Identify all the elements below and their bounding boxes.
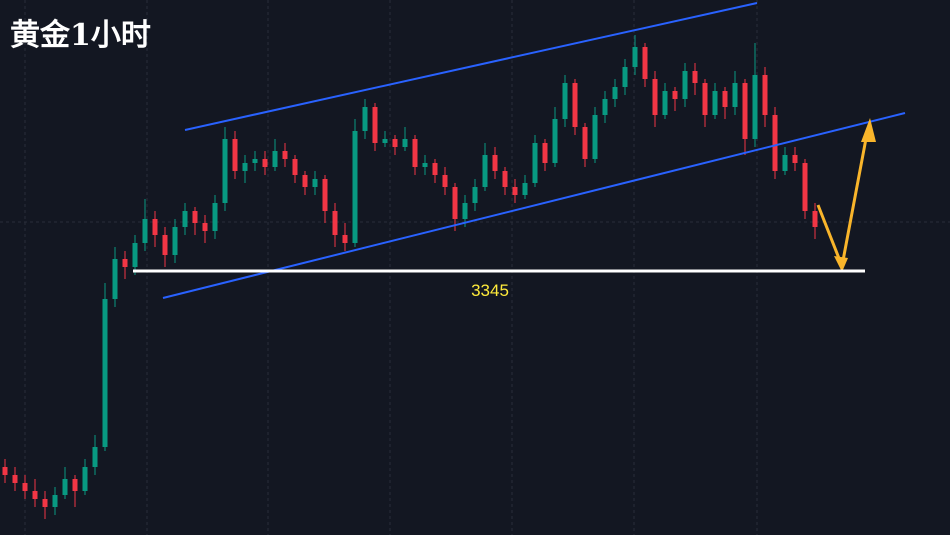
- candle-body: [332, 211, 338, 235]
- candle-body: [702, 83, 708, 115]
- candle-body: [202, 223, 208, 231]
- candle-body: [72, 479, 78, 491]
- candle-body: [152, 219, 158, 235]
- candle-body: [682, 71, 688, 99]
- candle-body: [532, 143, 538, 183]
- candle-body: [382, 139, 388, 143]
- candle-body: [432, 163, 438, 175]
- candle-body: [632, 47, 638, 67]
- candle-body: [562, 83, 568, 119]
- candle-body: [322, 179, 328, 211]
- candle-body: [582, 127, 588, 159]
- candle-body: [192, 211, 198, 223]
- candle-body: [422, 163, 428, 167]
- candle-body: [602, 99, 608, 115]
- candle-body: [82, 467, 88, 491]
- candles: [2, 35, 818, 519]
- candle-body: [692, 71, 698, 83]
- candle-body: [652, 79, 658, 115]
- candle-body: [372, 107, 378, 143]
- candle-body: [742, 83, 748, 139]
- candle-body: [162, 235, 168, 255]
- candle-body: [112, 259, 118, 299]
- candle-body: [402, 139, 408, 147]
- candle-body: [782, 155, 788, 171]
- candle-body: [802, 163, 808, 211]
- candle-body: [302, 175, 308, 187]
- candle-body: [122, 259, 128, 267]
- candle-body: [62, 479, 68, 495]
- candle-body: [32, 491, 38, 499]
- candle-body: [222, 139, 228, 203]
- candle-body: [262, 159, 268, 167]
- candle-body: [392, 139, 398, 147]
- candle-body: [292, 159, 298, 175]
- candle-body: [522, 183, 528, 195]
- candle-body: [762, 75, 768, 115]
- candle-body: [752, 75, 758, 139]
- candle-body: [442, 175, 448, 187]
- candle-body: [242, 163, 248, 171]
- candle-body: [722, 91, 728, 107]
- channel-upper: [184, 2, 758, 131]
- candle-body: [172, 227, 178, 255]
- candle-body: [312, 179, 318, 187]
- annotations: [162, 2, 906, 299]
- candle-body: [502, 171, 508, 187]
- chart-title: 黄金1小时: [10, 18, 151, 53]
- candle-body: [232, 139, 238, 171]
- candle-body: [712, 91, 718, 115]
- candle-body: [272, 151, 278, 167]
- candle-body: [342, 235, 348, 243]
- channel-lower: [162, 112, 906, 299]
- candle-body: [212, 203, 218, 231]
- candle-body: [552, 119, 558, 163]
- candle-body: [412, 139, 418, 167]
- candle-body: [772, 115, 778, 171]
- candle-body: [542, 143, 548, 163]
- candle-body: [42, 499, 48, 507]
- candle-body: [512, 187, 518, 195]
- candle-body: [102, 299, 108, 447]
- candle-body: [182, 211, 188, 227]
- candle-body: [92, 447, 98, 467]
- candle-body: [572, 83, 578, 127]
- candle-body: [472, 187, 478, 203]
- candle-body: [22, 483, 28, 491]
- level-label: 3345: [471, 281, 509, 300]
- candle-body: [2, 467, 8, 475]
- candle-body: [812, 211, 818, 227]
- candle-body: [492, 155, 498, 171]
- candle-body: [452, 187, 458, 219]
- candle-body: [662, 91, 668, 115]
- candle-body: [592, 115, 598, 159]
- candle-body: [612, 87, 618, 99]
- candle-body: [462, 203, 468, 219]
- candle-body: [642, 47, 648, 79]
- candle-body: [12, 475, 18, 483]
- candle-body: [622, 67, 628, 87]
- candle-body: [132, 243, 138, 267]
- candle-body: [52, 495, 58, 507]
- candle-body: [482, 155, 488, 187]
- arrow-head: [861, 118, 876, 142]
- arrow-head: [834, 256, 848, 272]
- candle-body: [142, 219, 148, 243]
- candle-body: [732, 83, 738, 107]
- candle-body: [672, 91, 678, 99]
- candle-body: [352, 131, 358, 243]
- candle-body: [282, 151, 288, 159]
- candle-body: [792, 155, 798, 163]
- candle-body: [362, 107, 368, 131]
- candle-body: [252, 159, 258, 163]
